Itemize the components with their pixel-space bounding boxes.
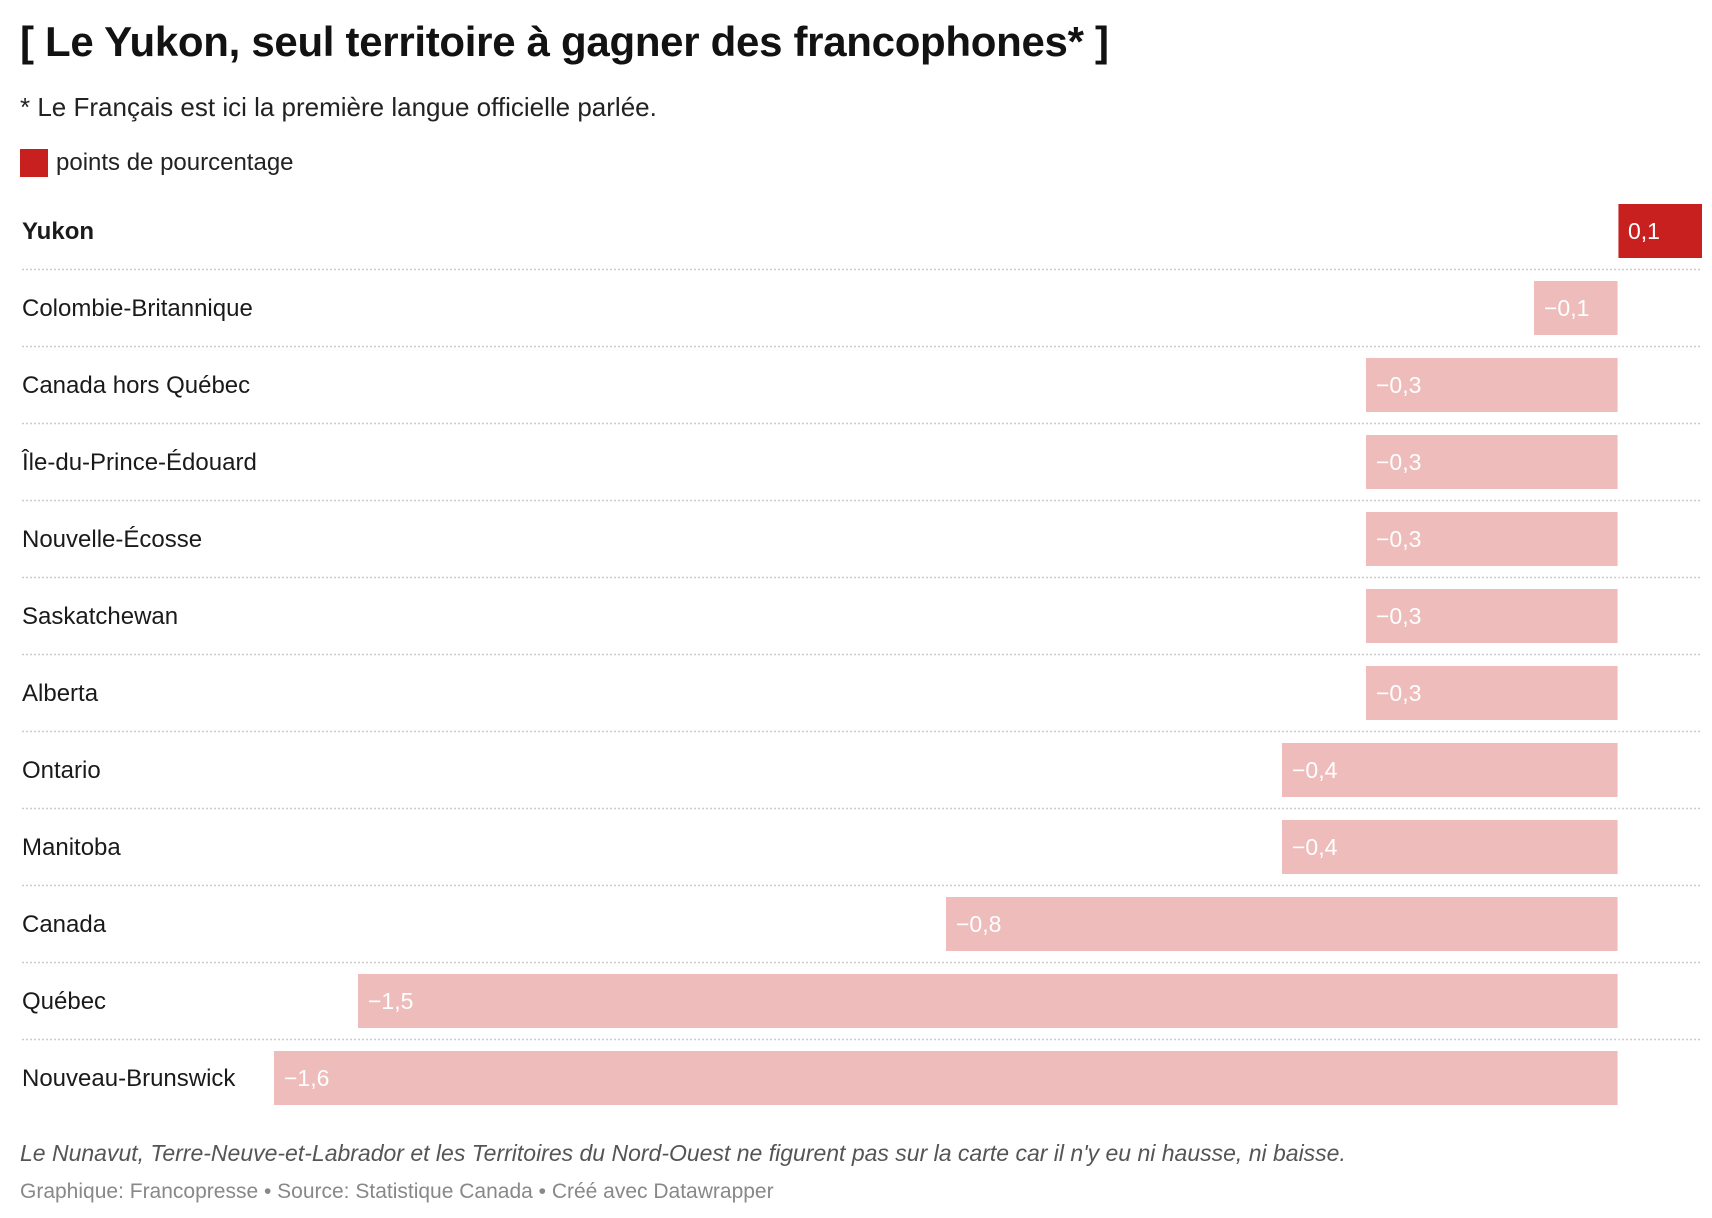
legend: points de pourcentage <box>20 148 294 178</box>
category-label: Canada hors Québec <box>22 372 250 399</box>
bar <box>1366 666 1618 720</box>
category-label: Nouvelle-Écosse <box>22 526 202 553</box>
category-label: Yukon <box>22 218 94 245</box>
value-label: −1,6 <box>284 1065 329 1091</box>
value-label: −0,4 <box>1292 757 1338 783</box>
value-label: −0,4 <box>1292 834 1338 860</box>
bar <box>1534 281 1618 335</box>
bar <box>1282 820 1618 874</box>
category-label: Alberta <box>22 680 99 707</box>
bar <box>946 897 1618 951</box>
category-label: Canada <box>22 911 107 938</box>
value-label: −1,5 <box>368 988 413 1014</box>
bar <box>1366 589 1618 643</box>
category-label: Île-du-Prince-Édouard <box>21 449 257 476</box>
category-label: Manitoba <box>22 834 121 861</box>
value-label: −0,3 <box>1376 449 1421 475</box>
category-label: Saskatchewan <box>22 603 178 630</box>
bar <box>1366 358 1618 412</box>
category-label: Québec <box>22 988 106 1015</box>
legend-label: points de pourcentage <box>56 149 294 176</box>
value-label: −0,8 <box>956 911 1001 937</box>
value-label: −0,3 <box>1376 526 1421 552</box>
bar <box>1282 743 1618 797</box>
value-label: −0,3 <box>1376 603 1421 629</box>
value-label: −0,3 <box>1376 372 1421 398</box>
category-label: Colombie-Britannique <box>22 295 253 322</box>
value-label: −0,1 <box>1544 295 1589 321</box>
bar <box>1366 435 1618 489</box>
value-label: −0,3 <box>1376 680 1421 706</box>
category-label: Nouveau-Brunswick <box>22 1065 236 1092</box>
category-label: Ontario <box>22 757 101 784</box>
value-label: 0,1 <box>1628 218 1660 244</box>
bar <box>1618 204 1702 258</box>
chart-title: [ Le Yukon, seul territoire à gagner des… <box>20 18 1109 65</box>
bar <box>274 1051 1618 1105</box>
legend-swatch <box>20 149 48 177</box>
bar <box>1366 512 1618 566</box>
source-credit: Graphique: Francopresse • Source: Statis… <box>20 1180 774 1203</box>
chart-subtitle: * Le Français est ici la première langue… <box>20 92 657 122</box>
footnote: Le Nunavut, Terre-Neuve-et-Labrador et l… <box>20 1140 1346 1166</box>
bar <box>358 974 1618 1028</box>
